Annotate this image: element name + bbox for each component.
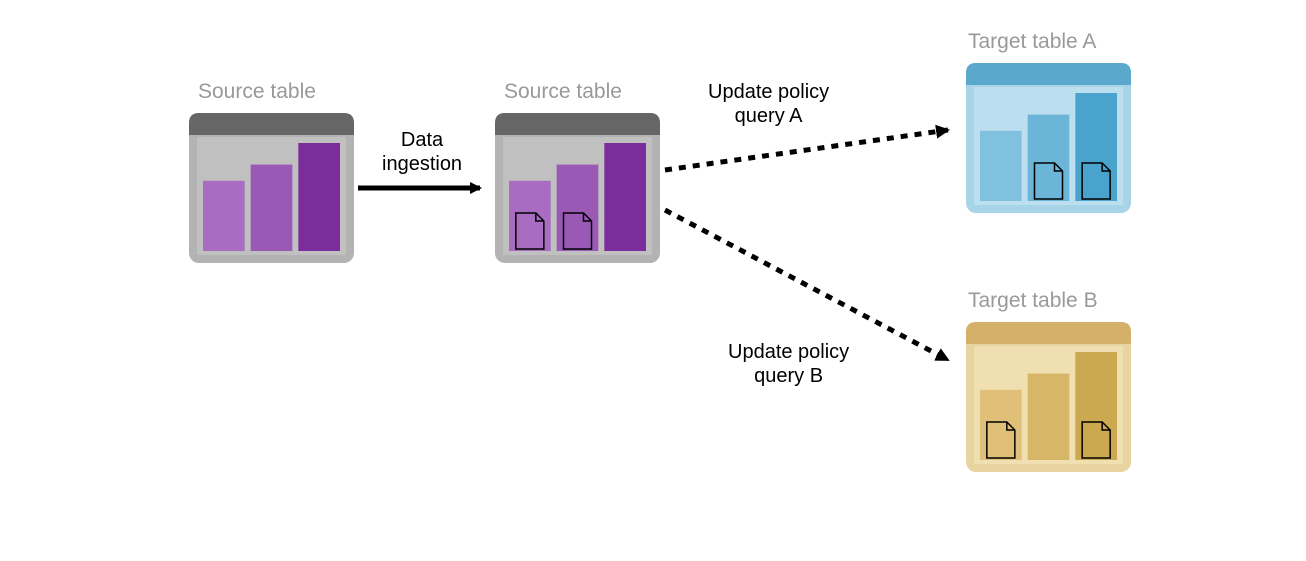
targetB-label: Target table B xyxy=(968,289,1098,313)
policyB-l2: query B xyxy=(754,365,823,387)
policyB-label: Update policy query B xyxy=(728,340,849,388)
ingestion-l1: Data xyxy=(401,129,443,151)
source2-label: Source table xyxy=(504,80,622,104)
source1-label: Source table xyxy=(198,80,316,104)
table-source1 xyxy=(189,113,354,263)
diagram-svg xyxy=(0,0,1306,561)
table-source2 xyxy=(495,113,660,263)
targetA-label: Target table A xyxy=(968,30,1096,54)
table-targetB xyxy=(966,322,1131,472)
edge-source2-targetA xyxy=(665,130,948,170)
doc-icon xyxy=(987,422,1015,458)
doc-icon xyxy=(1082,163,1110,199)
ingestion-label: Data ingestion xyxy=(382,128,462,176)
policyA-l2: query A xyxy=(735,105,803,127)
table-targetA xyxy=(966,63,1131,213)
ingestion-l2: ingestion xyxy=(382,153,462,175)
policyA-label: Update policy query A xyxy=(708,80,829,128)
edge-source2-targetB xyxy=(665,210,948,360)
doc-icon xyxy=(1035,163,1063,199)
doc-icon xyxy=(1082,422,1110,458)
policyA-l1: Update policy xyxy=(708,81,829,103)
doc-icon xyxy=(564,213,592,249)
doc-icon xyxy=(516,213,544,249)
policyB-l1: Update policy xyxy=(728,341,849,363)
diagram-stage: Source table Source table Target table A… xyxy=(0,0,1306,561)
